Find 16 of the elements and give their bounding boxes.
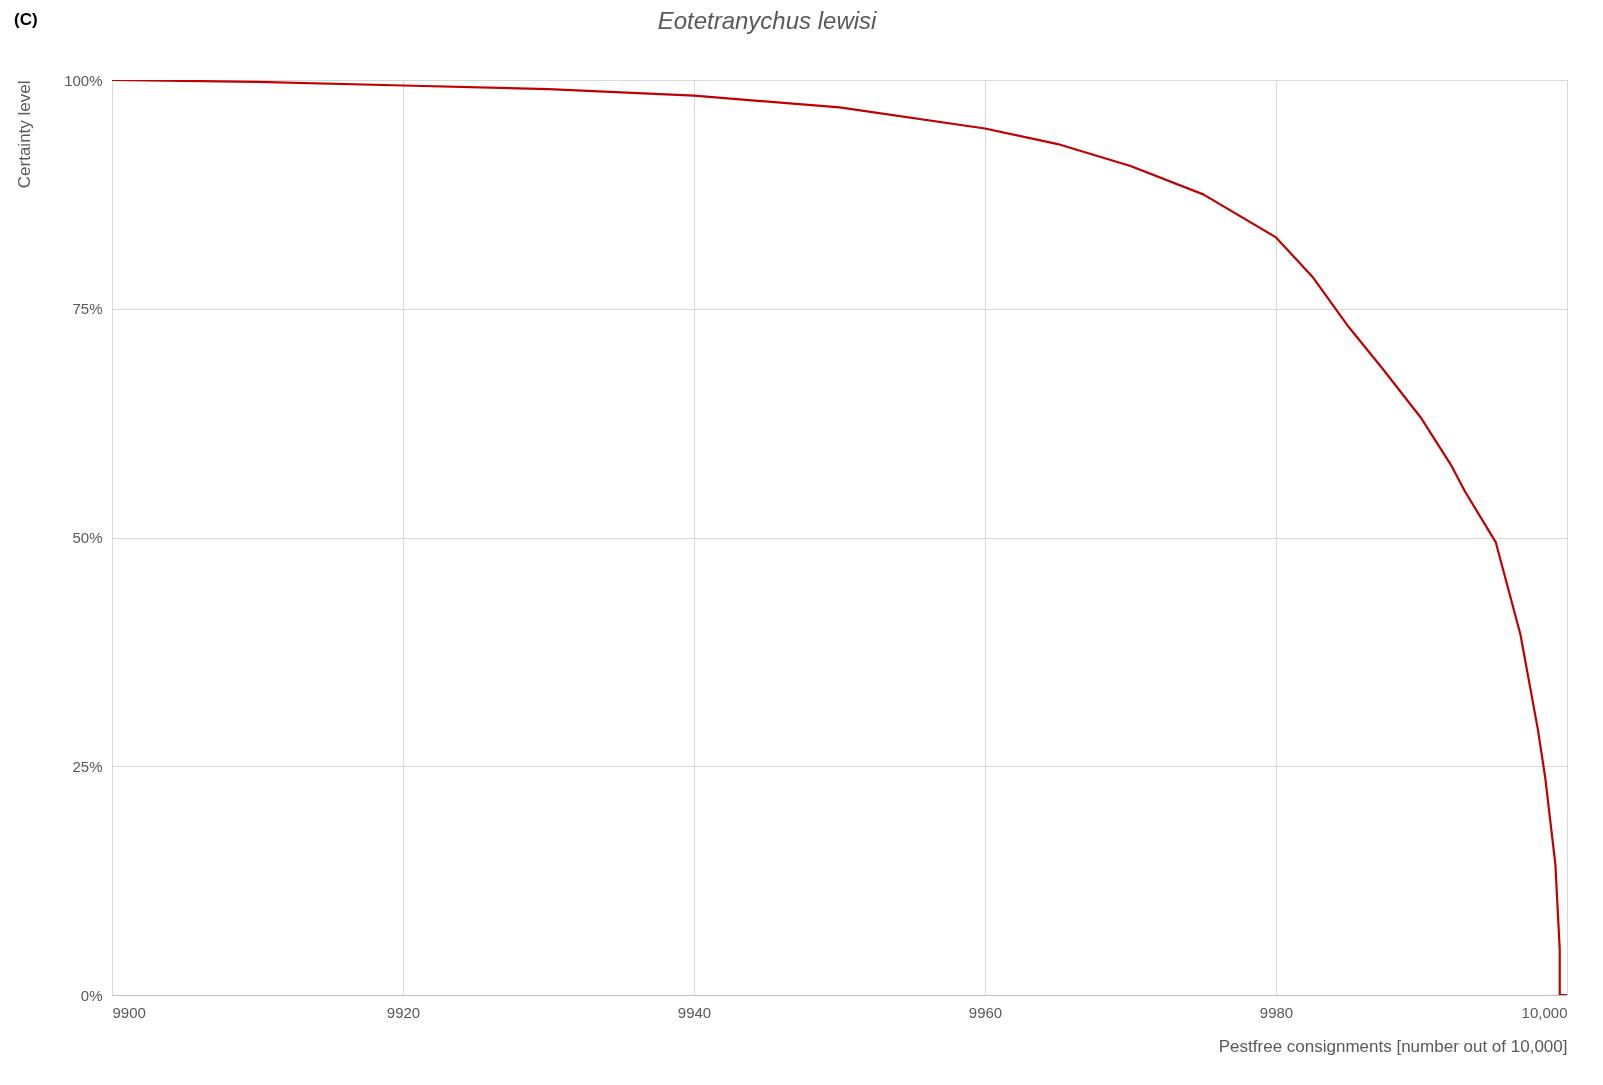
x-tick-label: 9920	[386, 1003, 421, 1021]
y-tick-label: 0%	[80, 986, 103, 1004]
y-tick-label: 75%	[72, 300, 103, 318]
line-series	[112, 80, 1567, 995]
x-tick-label: 9940	[677, 1003, 712, 1021]
x-tick-label: 10,000	[1521, 1003, 1568, 1021]
y-tick-label: 50%	[72, 529, 103, 546]
y-tick-label: 25%	[72, 757, 103, 775]
y-tick-label: 100%	[64, 71, 103, 89]
x-tick-label: 9960	[968, 1003, 1003, 1021]
x-tick-label: 9900	[112, 1003, 146, 1021]
x-axis-title: Pestfree consignments [number out of 10,000]	[1218, 1036, 1568, 1056]
chart-title: Eotetranychus lewisi	[657, 7, 878, 34]
text: (C)	[14, 10, 38, 29]
x-tick-label: 9980	[1259, 1003, 1294, 1021]
y-axis-title: Certainty level	[15, 80, 35, 189]
